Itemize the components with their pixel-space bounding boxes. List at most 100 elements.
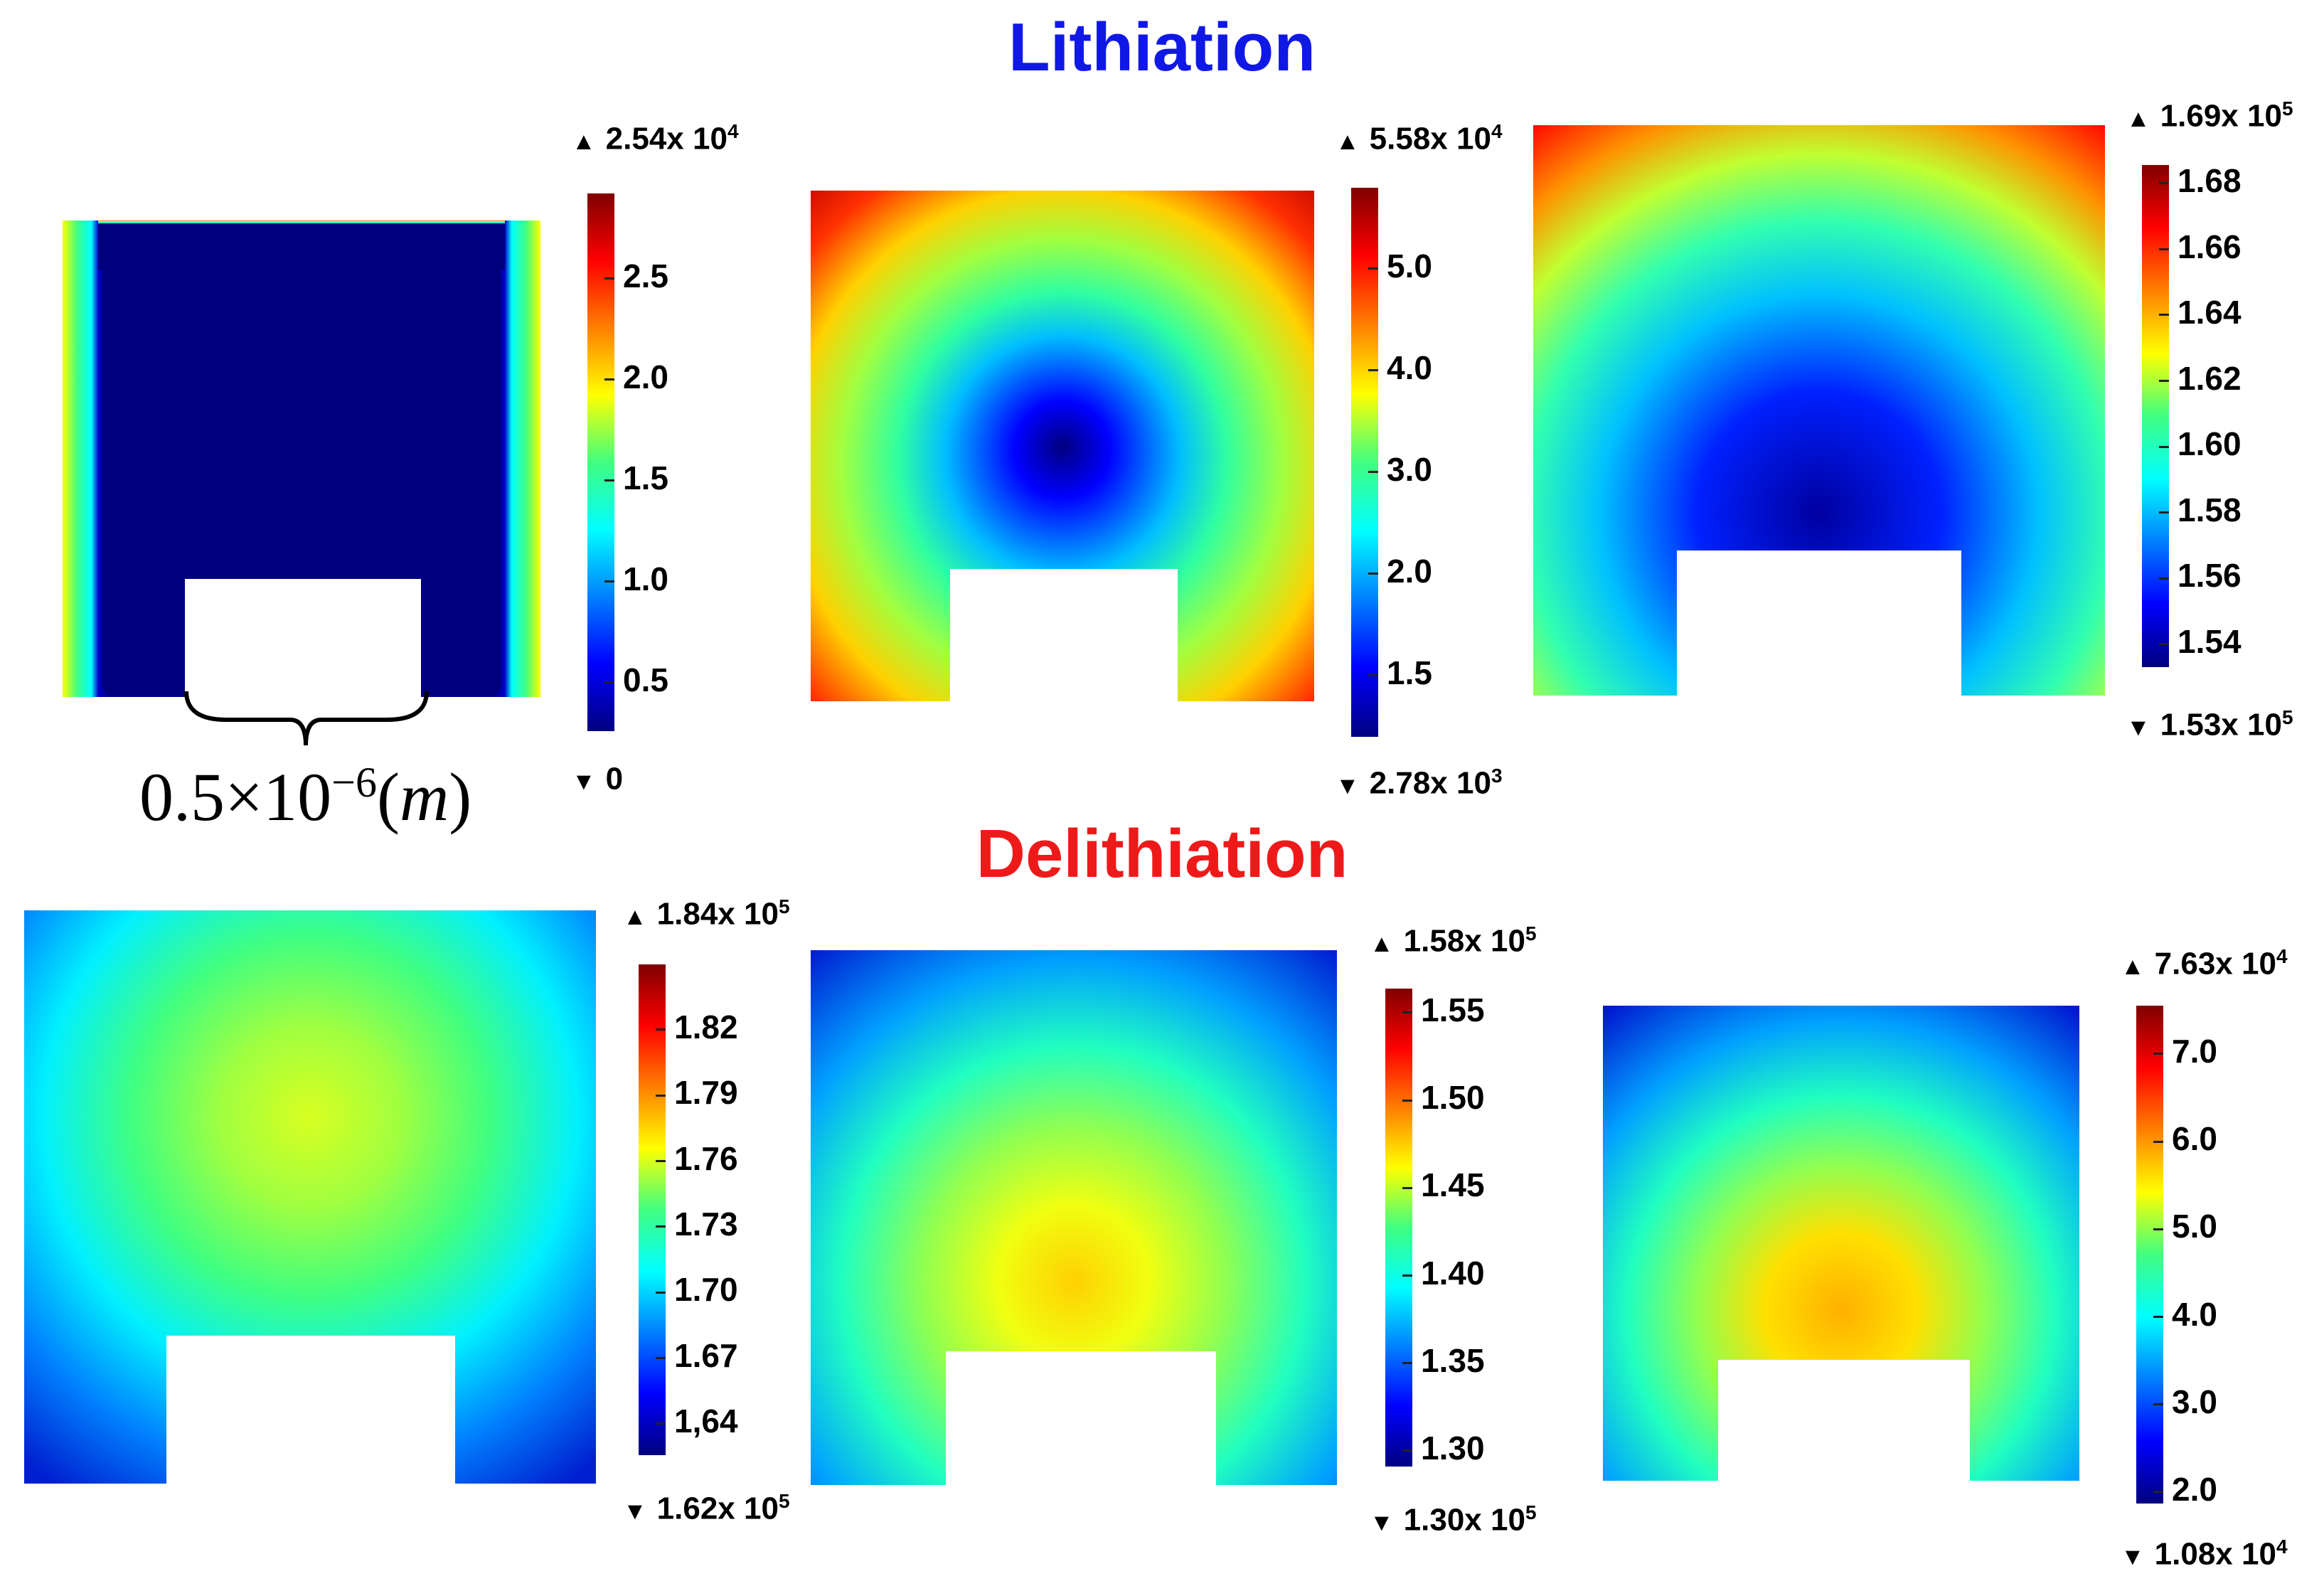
tick-value: 0.5	[623, 661, 668, 698]
tick-mark	[2153, 1491, 2163, 1494]
max-triangle-icon: ▲	[1370, 930, 1394, 957]
colorbar-tick-label: 1.56	[2159, 559, 2242, 592]
delithiation-panel-1	[24, 910, 596, 1484]
colorbar-tick-label: 1.64	[2159, 296, 2242, 329]
tick-mark	[2153, 1140, 2163, 1143]
tick-value: 1.35	[1421, 1341, 1485, 1379]
colorbar-max-label: ▲ 1.58x 105	[1370, 916, 1537, 962]
lithiation-panel-3	[1533, 125, 2105, 696]
scale-open: (	[376, 759, 400, 835]
colorbar-min-label-exponent: 4	[2276, 1536, 2288, 1558]
lithiation-field-2	[811, 191, 1314, 701]
min-triangle-icon: ▼	[2121, 1543, 2145, 1570]
colorbar-min-label-mantissa: 1.62x 10	[656, 1491, 779, 1526]
colorbar-max-label: ▲ 1.69x 105	[2126, 91, 2293, 137]
colorbar-max-label-exponent: 4	[2276, 945, 2288, 967]
colorbar-min-label-mantissa: 1.30x 10	[1403, 1502, 1525, 1538]
tick-mark	[2159, 577, 2169, 580]
max-triangle-icon: ▲	[2126, 105, 2150, 132]
colorbar-min-label: ▼ 1.08x 104	[2121, 1529, 2288, 1575]
tick-mark	[2159, 643, 2169, 646]
tick-mark	[2159, 182, 2169, 185]
colorbar-min-label-exponent: 5	[1525, 1501, 1537, 1523]
tick-value: 1.82	[674, 1009, 738, 1045]
colorbar-tick-label: 1.50	[1402, 1081, 1485, 1114]
tick-mark	[656, 1160, 666, 1162]
scale-times: ×	[225, 759, 264, 835]
tick-value: 1.79	[674, 1074, 738, 1112]
colorbar-max-label-mantissa: 7.63x 10	[2154, 946, 2276, 981]
max-triangle-icon: ▲	[623, 903, 647, 930]
tick-mark	[1368, 471, 1378, 474]
lithiation-panel-2	[811, 191, 1314, 701]
colorbar-min-label-mantissa: 2.78x 10	[1369, 765, 1491, 801]
colorbar-tick-label: 5.0	[1368, 250, 1432, 282]
colorbar-tick-label: 2.5	[604, 260, 668, 292]
colorbar-gradient	[2136, 1006, 2163, 1504]
colorbar-max-label: ▲ 7.63x 104	[2121, 939, 2288, 984]
tick-value: 2.0	[1387, 553, 1432, 590]
colorbar-max-label-mantissa: 2.54x 10	[605, 121, 727, 156]
delithiation-panel-3	[1603, 1006, 2079, 1481]
colorbar-tick-label: 3.0	[1368, 453, 1432, 486]
tick-value: 1.67	[674, 1336, 738, 1374]
scale-brace	[184, 691, 429, 746]
tick-value: 1.76	[674, 1139, 738, 1177]
colorbar-tick-label: 1.67	[656, 1339, 738, 1372]
max-triangle-icon: ▲	[572, 127, 596, 155]
tick-value: 5.0	[1387, 248, 1432, 284]
tick-mark	[604, 378, 614, 381]
tick-value: 1.30	[1421, 1430, 1485, 1467]
min-triangle-icon: ▼	[2126, 713, 2150, 741]
colorbar-tick-label: 1.30	[1402, 1432, 1485, 1464]
tick-value: 4.0	[1387, 349, 1432, 386]
colorbar-tick-label: 1.79	[656, 1076, 738, 1109]
colorbar-min-label-exponent: 5	[2281, 706, 2293, 728]
colorbar-min-label: ▼ 2.78x 103	[1336, 758, 1503, 804]
colorbar-tick-label: 1.5	[604, 462, 668, 494]
tick-mark	[1402, 1186, 1412, 1189]
scale-mantissa: 0.5	[139, 759, 225, 835]
scale-base: 10	[263, 759, 332, 835]
tick-value: 7.0	[2172, 1033, 2217, 1070]
tick-value: 1.0	[623, 560, 668, 597]
colorbar-max-label-exponent: 4	[1491, 120, 1503, 142]
tick-value: 1,64	[674, 1403, 738, 1440]
tick-value: 1.55	[1421, 991, 1485, 1028]
tick-mark	[2159, 248, 2169, 250]
scale-unit: m	[399, 759, 449, 835]
min-triangle-icon: ▼	[1336, 772, 1360, 799]
tick-mark	[656, 1028, 666, 1031]
colorbar-max-label: ▲ 5.58x 104	[1336, 114, 1503, 159]
colorbar-tick-label: 1.0	[604, 563, 668, 595]
tick-mark	[1402, 1274, 1412, 1277]
tick-mark	[2153, 1053, 2163, 1055]
tick-value: 1.73	[674, 1206, 738, 1243]
max-triangle-icon: ▲	[2121, 952, 2145, 980]
lithiation-panel-1	[63, 220, 540, 697]
tick-mark	[1368, 573, 1378, 575]
tick-mark	[1402, 1011, 1412, 1014]
colorbar-max-label-mantissa: 1.84x 10	[656, 896, 779, 932]
colorbar-min-label-mantissa: 0	[605, 761, 624, 797]
colorbar-tick-label: 1,64	[656, 1405, 738, 1437]
delithiation-field-2	[811, 950, 1337, 1485]
colorbar-tick-label: 5.0	[2153, 1210, 2217, 1243]
tick-mark	[1368, 674, 1378, 677]
tick-mark	[2153, 1403, 2163, 1406]
tick-mark	[604, 580, 614, 583]
tick-value: 5.0	[2172, 1208, 2217, 1245]
tick-mark	[604, 277, 614, 280]
colorbar-max-label-mantissa: 5.58x 10	[1369, 121, 1491, 156]
colorbar-tick-label: 1.58	[2159, 494, 2242, 526]
tick-value: 1.5	[623, 459, 668, 496]
tick-value: 1.54	[2178, 623, 2242, 660]
colorbar-tick-label: 2.0	[604, 361, 668, 393]
colorbar-max-label-exponent: 5	[778, 895, 790, 917]
colorbar-min-label-exponent: 3	[1491, 765, 1503, 787]
tick-value: 4.0	[2172, 1295, 2217, 1333]
tick-mark	[1368, 369, 1378, 372]
tick-mark	[604, 479, 614, 482]
colorbar-tick-label: 1.45	[1402, 1169, 1485, 1201]
tick-mark	[1402, 1362, 1412, 1365]
